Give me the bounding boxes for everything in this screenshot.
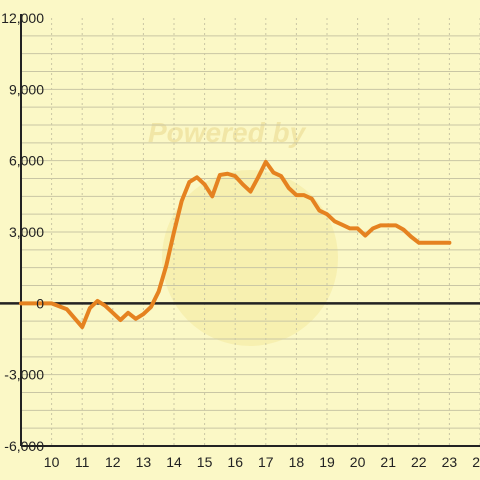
- x-tick-label: 12: [105, 454, 121, 470]
- x-tick-label: 14: [166, 454, 182, 470]
- y-tick-label: -3,000: [4, 367, 44, 383]
- y-tick-label: 12,000: [1, 10, 44, 26]
- x-tick-label: 16: [227, 454, 243, 470]
- y-tick-label: 0: [36, 295, 44, 311]
- x-tick-label: 18: [289, 454, 305, 470]
- x-tick-label: 24: [472, 454, 480, 470]
- x-tick-label: 23: [442, 454, 458, 470]
- x-tick-label: 22: [411, 454, 427, 470]
- x-tick-label: 19: [319, 454, 335, 470]
- y-tick-label: 3,000: [9, 224, 44, 240]
- x-tick-label: 20: [350, 454, 366, 470]
- x-tick-label: 11: [75, 454, 90, 470]
- watermark-text: Powered by: [148, 117, 307, 148]
- x-tick-label: 10: [44, 454, 60, 470]
- tick-labels: -6,000 -3,000 0 3,000 6,000 9,000 12,000 10 11 12…: [1, 10, 480, 470]
- x-tick-label: 15: [197, 454, 213, 470]
- y-tick-label: -6,000: [4, 438, 44, 454]
- axes: [0, 14, 480, 447]
- x-tick-label: 17: [258, 454, 274, 470]
- series-line-0: [19, 159, 452, 330]
- x-tick-label: 21: [380, 454, 396, 470]
- grid: [21, 18, 480, 446]
- x-tick-label: 13: [136, 454, 152, 470]
- series-group: [19, 159, 452, 330]
- y-tick-label: 6,000: [9, 153, 44, 169]
- y-tick-label: 9,000: [9, 81, 44, 97]
